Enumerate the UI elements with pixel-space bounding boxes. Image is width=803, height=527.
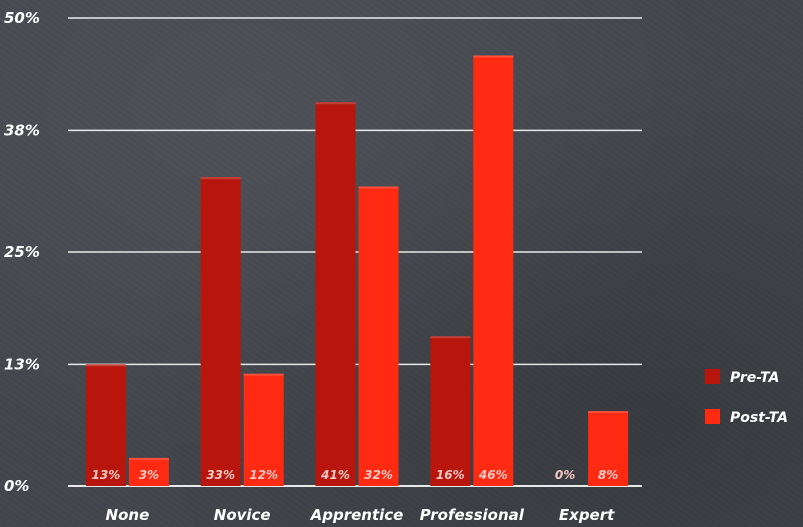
bar-pre-ta-none xyxy=(85,364,126,486)
data-label: 41% xyxy=(320,468,350,482)
category-label: Professional xyxy=(420,506,525,524)
bars xyxy=(85,55,629,487)
bar-post-ta-professional xyxy=(473,55,514,486)
data-label: 3% xyxy=(139,468,159,482)
category-label: Apprentice xyxy=(310,506,404,524)
bar-highlight xyxy=(85,364,126,367)
legend-swatch xyxy=(705,409,720,424)
y-axis-tick-labels: 0% 13% 25% 38% 50% xyxy=(4,9,40,495)
bar-post-ta-apprentice xyxy=(358,186,399,487)
data-label: 8% xyxy=(598,468,618,482)
legend: Pre-TA Post-TA xyxy=(705,369,788,426)
bar-post-ta-expert xyxy=(588,411,629,486)
category-label: None xyxy=(106,506,150,524)
legend-swatch xyxy=(705,369,720,384)
y-tick-label: 50% xyxy=(4,9,40,27)
bar-pre-ta-apprentice xyxy=(315,102,356,487)
data-labels: 13% 3% 33% 12% 41% 32% 16% 46% 0% 8% xyxy=(92,468,619,482)
y-tick-label: 0% xyxy=(4,477,29,495)
bar-highlight xyxy=(128,457,169,460)
data-label: 13% xyxy=(92,468,121,482)
bar-pre-ta-professional xyxy=(430,336,471,486)
legend-label: Pre-TA xyxy=(730,370,779,386)
y-tick-label: 38% xyxy=(4,121,40,139)
bar-highlight xyxy=(473,55,514,58)
data-label: 46% xyxy=(478,468,508,482)
data-label: 12% xyxy=(249,468,278,482)
bar-post-ta-novice xyxy=(243,373,284,486)
bar-highlight xyxy=(430,336,471,339)
x-axis-category-labels: None Novice Apprentice Professional Expert xyxy=(106,506,616,524)
data-label: 0% xyxy=(555,468,575,482)
legend-label: Post-TA xyxy=(730,410,788,426)
y-tick-label: 25% xyxy=(4,243,40,261)
bar-highlight xyxy=(315,102,356,105)
bar-pre-ta-novice xyxy=(200,177,241,486)
bar-highlight xyxy=(243,373,284,376)
bar-post-ta-none xyxy=(128,457,169,486)
bar-highlight xyxy=(588,411,629,414)
data-label: 16% xyxy=(436,468,465,482)
bar-highlight xyxy=(200,177,241,180)
bar-highlight xyxy=(358,186,399,189)
data-label: 32% xyxy=(364,468,393,482)
data-label: 33% xyxy=(206,468,235,482)
y-tick-label: 13% xyxy=(4,355,40,373)
category-label: Expert xyxy=(559,506,615,524)
category-label: Novice xyxy=(214,506,271,524)
